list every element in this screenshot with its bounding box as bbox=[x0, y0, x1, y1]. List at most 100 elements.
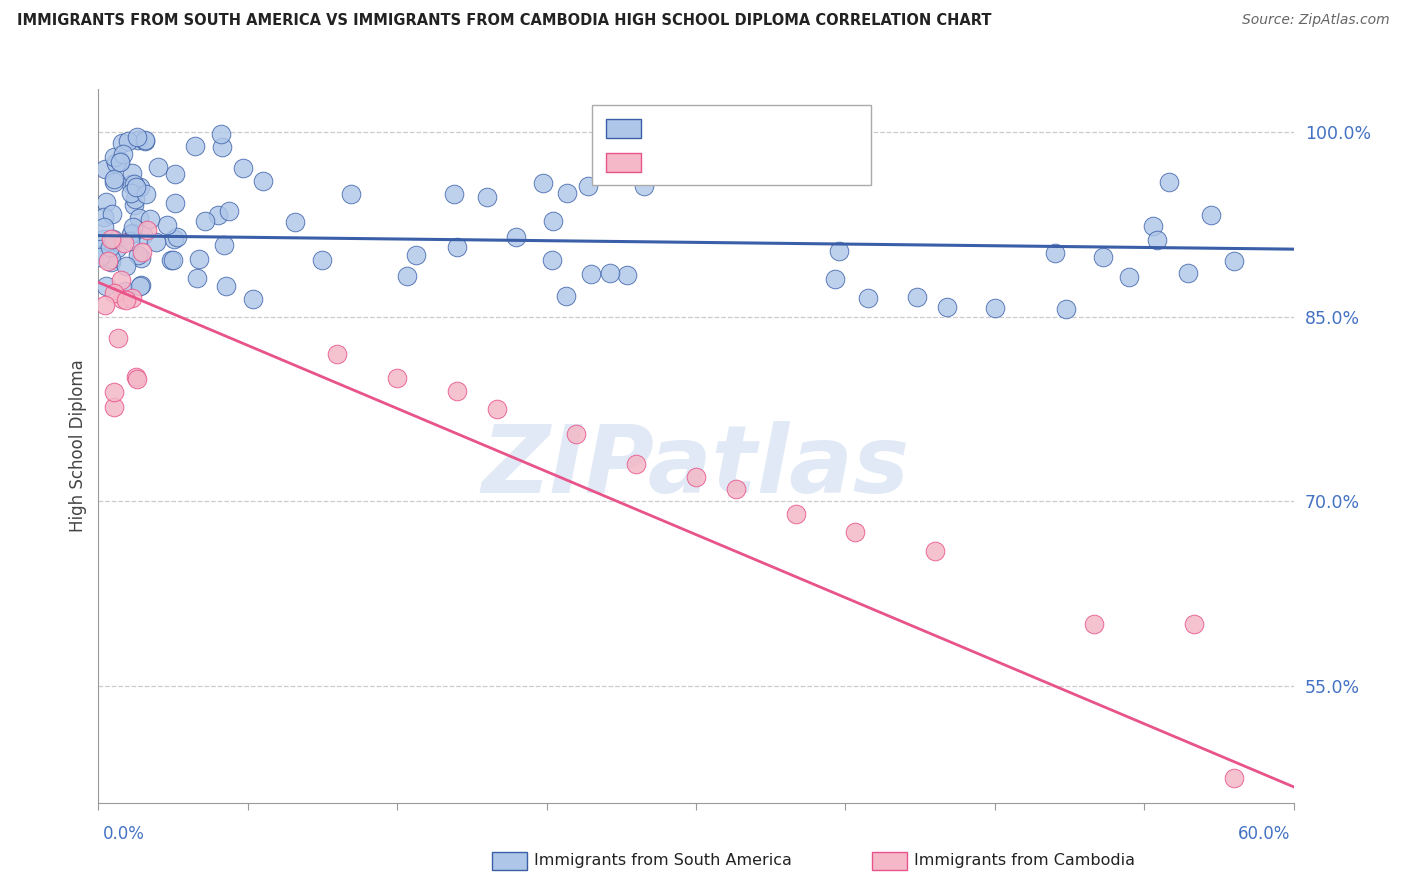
Text: 60.0%: 60.0% bbox=[1239, 825, 1291, 843]
Point bbox=[127, 248, 149, 262]
Point bbox=[104, 156, 127, 170]
Point bbox=[107, 331, 129, 345]
Point bbox=[103, 286, 125, 301]
Y-axis label: High School Diploma: High School Diploma bbox=[69, 359, 87, 533]
Point bbox=[135, 222, 157, 236]
Point bbox=[924, 543, 946, 558]
Point bbox=[156, 218, 179, 232]
Point bbox=[129, 278, 152, 293]
Point bbox=[1142, 219, 1164, 233]
Point bbox=[555, 289, 578, 303]
Point bbox=[485, 402, 508, 417]
Text: 30: 30 bbox=[800, 153, 823, 171]
Point bbox=[579, 267, 602, 281]
Point bbox=[218, 203, 240, 218]
Point bbox=[111, 136, 134, 150]
Point bbox=[163, 195, 186, 210]
Point bbox=[541, 214, 564, 228]
Point bbox=[131, 245, 153, 260]
Point bbox=[1118, 270, 1140, 285]
Point bbox=[211, 139, 233, 153]
Point bbox=[505, 230, 527, 244]
Point bbox=[194, 214, 217, 228]
Point bbox=[108, 153, 131, 168]
Text: Immigrants from South America: Immigrants from South America bbox=[534, 854, 792, 868]
Point bbox=[89, 250, 111, 264]
Point bbox=[824, 272, 846, 286]
Point bbox=[129, 251, 152, 265]
Text: Source: ZipAtlas.com: Source: ZipAtlas.com bbox=[1241, 13, 1389, 28]
Point bbox=[120, 177, 142, 191]
Point bbox=[828, 244, 851, 258]
Point bbox=[146, 161, 169, 175]
Point bbox=[122, 178, 145, 192]
Point bbox=[1159, 175, 1181, 189]
Point bbox=[94, 247, 117, 261]
Point bbox=[1222, 254, 1246, 268]
Point bbox=[984, 301, 1007, 315]
Point bbox=[90, 242, 112, 256]
Point bbox=[555, 186, 578, 201]
Point bbox=[576, 179, 599, 194]
Point bbox=[145, 235, 167, 249]
Point bbox=[475, 190, 498, 204]
Text: 0.0%: 0.0% bbox=[103, 825, 145, 843]
Point bbox=[340, 187, 363, 202]
Text: Immigrants from Cambodia: Immigrants from Cambodia bbox=[914, 854, 1135, 868]
Point bbox=[624, 458, 647, 472]
Point bbox=[531, 176, 554, 190]
Point bbox=[187, 252, 209, 267]
Point bbox=[121, 291, 143, 305]
Point bbox=[215, 278, 238, 293]
Text: N =: N = bbox=[749, 153, 796, 171]
Point bbox=[311, 252, 333, 267]
Point bbox=[1043, 246, 1066, 260]
Text: 107: 107 bbox=[800, 120, 834, 137]
Point bbox=[103, 384, 125, 399]
Point bbox=[111, 293, 134, 307]
Point bbox=[565, 426, 588, 441]
Point bbox=[162, 252, 184, 267]
Point bbox=[541, 253, 564, 268]
Point bbox=[160, 253, 183, 268]
Text: N =: N = bbox=[749, 120, 796, 137]
Point bbox=[100, 232, 122, 246]
Point bbox=[166, 229, 188, 244]
Text: R =: R = bbox=[648, 120, 683, 137]
Point bbox=[134, 133, 156, 147]
Point bbox=[129, 279, 152, 293]
Point bbox=[125, 370, 148, 384]
Point bbox=[186, 271, 208, 285]
Point bbox=[127, 372, 149, 386]
Point bbox=[132, 227, 155, 242]
Point bbox=[110, 273, 132, 287]
Point bbox=[785, 507, 807, 521]
Point bbox=[443, 186, 465, 201]
Point bbox=[242, 293, 264, 307]
Point bbox=[114, 259, 136, 273]
Point bbox=[446, 240, 468, 254]
Point bbox=[135, 187, 157, 202]
Point bbox=[139, 212, 162, 227]
Point bbox=[111, 147, 134, 161]
Point bbox=[115, 293, 138, 308]
Point bbox=[616, 268, 638, 282]
Point bbox=[100, 252, 122, 266]
Text: -0.045: -0.045 bbox=[686, 120, 745, 137]
Point bbox=[1222, 771, 1246, 785]
Point bbox=[94, 161, 117, 176]
Point bbox=[128, 180, 150, 194]
Point bbox=[100, 240, 122, 254]
Point bbox=[232, 161, 254, 175]
Point bbox=[124, 180, 146, 194]
Point bbox=[93, 210, 115, 224]
Point bbox=[1091, 250, 1114, 264]
Point bbox=[93, 232, 115, 246]
Point bbox=[724, 482, 747, 496]
Point bbox=[326, 347, 349, 361]
Point bbox=[134, 134, 156, 148]
Text: -0.646: -0.646 bbox=[686, 153, 745, 171]
Point bbox=[114, 285, 136, 299]
Point bbox=[94, 298, 117, 312]
Point bbox=[446, 384, 468, 398]
